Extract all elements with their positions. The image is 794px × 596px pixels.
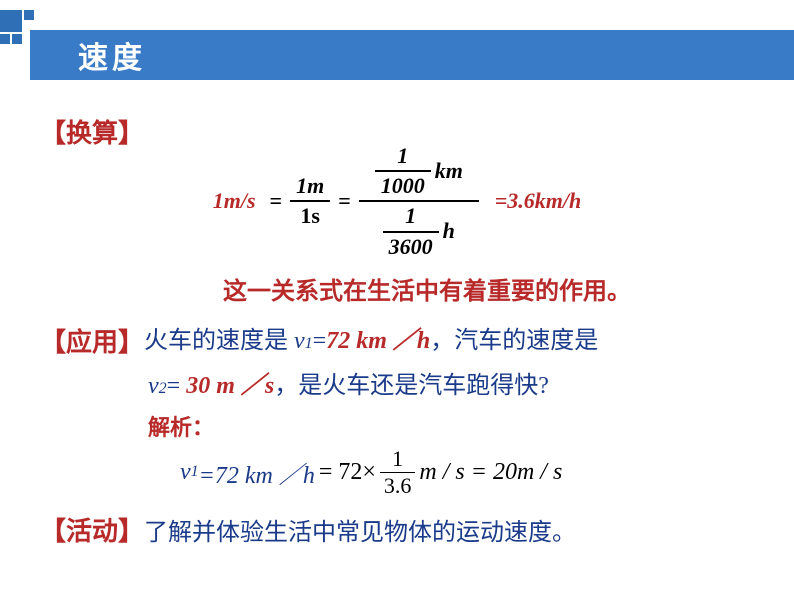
v1-value: 72 km ／h (326, 328, 430, 354)
inner-frac-den: 1 3600 (383, 204, 439, 258)
equals-1: = (270, 188, 283, 214)
calc-fraction: 1 3.6 (380, 446, 416, 499)
fraction-complex: 1 1000 km 1 3600 h (359, 144, 479, 259)
fraction-1m-1s: 1m 1s (290, 174, 330, 228)
equals-2: = (338, 188, 351, 214)
content-area: 【换算】 1m/s = 1m 1s = 1 1000 km 1 (0, 105, 794, 548)
formula-lhs: 1m/s (213, 188, 256, 214)
frac1-den: 1s (294, 204, 326, 228)
complex-num: 1 1000 km (369, 144, 469, 198)
slide-title: 速度 (78, 33, 146, 77)
conversion-note: 这一关系式在生活中有着重要的作用。 (100, 271, 754, 306)
dd: 3600 (383, 235, 439, 259)
var-v1: v (294, 328, 305, 354)
calc-v: v (180, 459, 191, 486)
app-l1a: 火车的速度是 (144, 328, 294, 354)
app-l2b: = (167, 373, 187, 399)
frac1-num: 1m (290, 174, 330, 198)
complex-den: 1 3600 h (377, 204, 461, 258)
activity-label: 【活动】 (40, 511, 144, 548)
calc-fd: 3.6 (380, 473, 416, 499)
v2-value: 30 m ／s (186, 373, 274, 399)
calc-c: m / s = 20m / s (419, 459, 562, 486)
app-l1c: ，汽车的速度是 (430, 328, 598, 354)
analysis-label: 解析： (148, 410, 754, 442)
section-activity: 【活动】 了解并体验生活中常见物体的运动速度。 (40, 511, 754, 548)
application-label: 【应用】 (40, 322, 144, 364)
formula-result: =3.6km/h (495, 188, 582, 214)
nu: km (435, 159, 463, 183)
conversion-formula: 1m/s = 1m 1s = 1 1000 km 1 3600 (40, 144, 754, 259)
du: h (443, 219, 455, 243)
section-application: 【应用】 火车的速度是 v1=72 km ／h，汽车的速度是 (40, 322, 754, 364)
var-v2: v (148, 373, 159, 399)
nd: 1000 (375, 174, 431, 198)
app-l1b: = (313, 328, 327, 354)
conversion-label: 【换算】 (40, 119, 144, 148)
dn: 1 (399, 204, 422, 228)
calc-fn: 1 (388, 446, 407, 472)
sub-2: 2 (159, 380, 167, 397)
calc-b: = 72× (319, 459, 376, 486)
sub-1: 1 (305, 335, 313, 352)
activity-text: 了解并体验生活中常见物体的运动速度。 (144, 512, 576, 547)
title-bar: 速度 (30, 30, 794, 80)
application-line2: v2= 30 m ／s，是火车还是汽车跑得快? (148, 367, 754, 405)
calc-sub: 1 (191, 463, 199, 481)
calculation: v1=72 km ／h = 72× 1 3.6 m / s = 20m / s (180, 446, 754, 499)
inner-frac-num: 1 1000 (375, 144, 431, 198)
app-l2c: ，是火车还是汽车跑得快? (274, 373, 549, 399)
application-line1: 火车的速度是 v1=72 km ／h，汽车的速度是 (144, 322, 754, 360)
calc-a: =72 km ／h (199, 455, 315, 490)
nn: 1 (391, 144, 414, 168)
